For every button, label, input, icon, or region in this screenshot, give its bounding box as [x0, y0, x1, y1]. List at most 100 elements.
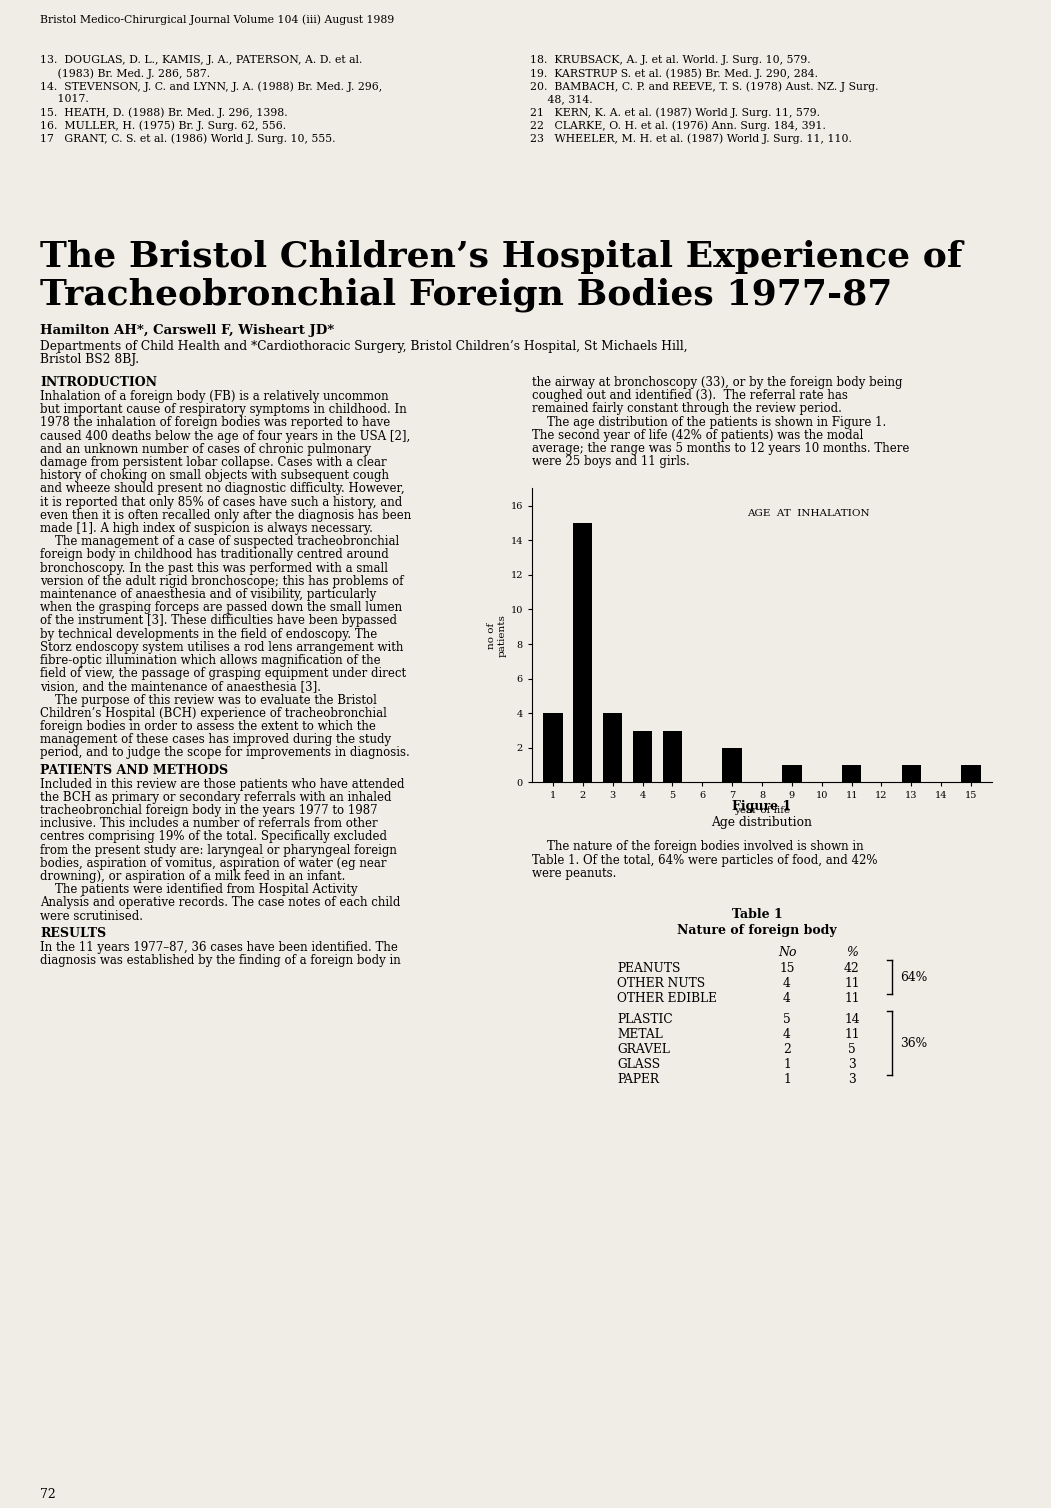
- Text: 1: 1: [783, 1074, 790, 1086]
- Text: vision, and the maintenance of anaesthesia [3].: vision, and the maintenance of anaesthes…: [40, 680, 321, 694]
- Text: INTRODUCTION: INTRODUCTION: [40, 375, 157, 389]
- Text: 18.  KRUBSACK, A. J. et al. World. J. Surg. 10, 579.: 18. KRUBSACK, A. J. et al. World. J. Sur…: [530, 54, 810, 65]
- Text: Tracheobronchial Foreign Bodies 1977-87: Tracheobronchial Foreign Bodies 1977-87: [40, 277, 892, 312]
- Text: RESULTS: RESULTS: [40, 927, 106, 939]
- X-axis label: year of life: year of life: [734, 807, 790, 814]
- Text: were 25 boys and 11 girls.: were 25 boys and 11 girls.: [532, 455, 689, 467]
- Text: 15.  HEATH, D. (1988) Br. Med. J. 296, 1398.: 15. HEATH, D. (1988) Br. Med. J. 296, 13…: [40, 107, 288, 118]
- Bar: [573, 523, 593, 783]
- Text: 4: 4: [783, 992, 791, 1004]
- Text: were scrutinised.: were scrutinised.: [40, 909, 143, 923]
- Text: 19.  KARSTRUP S. et al. (1985) Br. Med. J. 290, 284.: 19. KARSTRUP S. et al. (1985) Br. Med. J…: [530, 68, 818, 78]
- Text: 14: 14: [844, 1013, 860, 1025]
- Text: 5: 5: [848, 1044, 856, 1056]
- Text: The patients were identified from Hospital Activity: The patients were identified from Hospit…: [40, 884, 357, 896]
- Text: 4: 4: [783, 1028, 791, 1041]
- Text: The second year of life (42% of patients) was the modal: The second year of life (42% of patients…: [532, 428, 863, 442]
- Text: Inhalation of a foreign body (FB) is a relatively uncommon: Inhalation of a foreign body (FB) is a r…: [40, 391, 389, 403]
- Text: management of these cases has improved during the study: management of these cases has improved d…: [40, 733, 391, 746]
- Text: centres comprising 19% of the total. Specifically excluded: centres comprising 19% of the total. Spe…: [40, 831, 387, 843]
- Text: and wheeze should present no diagnostic difficulty. However,: and wheeze should present no diagnostic …: [40, 483, 405, 496]
- Text: inclusive. This includes a number of referrals from other: inclusive. This includes a number of ref…: [40, 817, 377, 831]
- Text: 17   GRANT, C. S. et al. (1986) World J. Surg. 10, 555.: 17 GRANT, C. S. et al. (1986) World J. S…: [40, 133, 335, 143]
- Text: tracheobronchial foreign body in the years 1977 to 1987: tracheobronchial foreign body in the yea…: [40, 804, 377, 817]
- Text: 2: 2: [783, 1044, 791, 1056]
- Text: 13.  DOUGLAS, D. L., KAMIS, J. A., PATERSON, A. D. et al.: 13. DOUGLAS, D. L., KAMIS, J. A., PATERS…: [40, 54, 363, 65]
- Text: Analysis and operative records. The case notes of each child: Analysis and operative records. The case…: [40, 896, 400, 909]
- Text: average; the range was 5 months to 12 years 10 months. There: average; the range was 5 months to 12 ye…: [532, 442, 909, 455]
- Text: 48, 314.: 48, 314.: [530, 93, 593, 104]
- Text: 21   KERN, K. A. et al. (1987) World J. Surg. 11, 579.: 21 KERN, K. A. et al. (1987) World J. Su…: [530, 107, 820, 118]
- Text: 4: 4: [783, 977, 791, 991]
- Text: even then it is often recalled only after the diagnosis has been: even then it is often recalled only afte…: [40, 508, 411, 522]
- Text: 3: 3: [848, 1074, 856, 1086]
- Bar: [842, 765, 862, 783]
- Text: Hamilton AH*, Carswell F, Wisheart JD*: Hamilton AH*, Carswell F, Wisheart JD*: [40, 324, 334, 336]
- Bar: [663, 730, 682, 783]
- Bar: [902, 765, 921, 783]
- Text: 11: 11: [844, 1028, 860, 1041]
- Text: foreign body in childhood has traditionally centred around: foreign body in childhood has traditiona…: [40, 549, 389, 561]
- Text: 3: 3: [848, 1059, 856, 1071]
- Text: METAL: METAL: [617, 1028, 663, 1041]
- Text: Storz endoscopy system utilises a rod lens arrangement with: Storz endoscopy system utilises a rod le…: [40, 641, 404, 654]
- Text: the airway at bronchoscopy (33), or by the foreign body being: the airway at bronchoscopy (33), or by t…: [532, 375, 903, 389]
- Text: %: %: [846, 946, 858, 959]
- Text: history of choking on small objects with subsequent cough: history of choking on small objects with…: [40, 469, 389, 483]
- Bar: [782, 765, 802, 783]
- Text: 42: 42: [844, 962, 860, 976]
- Text: but important cause of respiratory symptoms in childhood. In: but important cause of respiratory sympt…: [40, 403, 407, 416]
- Y-axis label: no of
patients: no of patients: [487, 614, 507, 657]
- Text: No: No: [778, 946, 797, 959]
- Text: coughed out and identified (3).  The referral rate has: coughed out and identified (3). The refe…: [532, 389, 848, 403]
- Text: 20.  BAMBACH, C. P. and REEVE, T. S. (1978) Aust. NZ. J Surg.: 20. BAMBACH, C. P. and REEVE, T. S. (197…: [530, 81, 879, 92]
- Text: 1978 the inhalation of foreign bodies was reported to have: 1978 the inhalation of foreign bodies wa…: [40, 416, 390, 430]
- Text: Bristol BS2 8BJ.: Bristol BS2 8BJ.: [40, 353, 139, 366]
- Text: caused 400 deaths below the age of four years in the USA [2],: caused 400 deaths below the age of four …: [40, 430, 410, 443]
- Text: PAPER: PAPER: [617, 1074, 659, 1086]
- Bar: [722, 748, 742, 783]
- Text: fibre-optic illumination which allows magnification of the: fibre-optic illumination which allows ma…: [40, 654, 380, 667]
- Text: and an unknown number of cases of chronic pulmonary: and an unknown number of cases of chroni…: [40, 443, 371, 455]
- Text: The Bristol Children’s Hospital Experience of: The Bristol Children’s Hospital Experien…: [40, 240, 963, 274]
- Bar: [543, 713, 562, 783]
- Text: 5: 5: [783, 1013, 790, 1025]
- Text: by technical developments in the field of endoscopy. The: by technical developments in the field o…: [40, 627, 377, 641]
- Text: damage from persistent lobar collapse. Cases with a clear: damage from persistent lobar collapse. C…: [40, 455, 387, 469]
- Text: The nature of the foreign bodies involved is shown in: The nature of the foreign bodies involve…: [532, 840, 864, 854]
- Text: 14.  STEVENSON, J. C. and LYNN, J. A. (1988) Br. Med. J. 296,: 14. STEVENSON, J. C. and LYNN, J. A. (19…: [40, 81, 383, 92]
- Bar: [962, 765, 981, 783]
- Text: 64%: 64%: [900, 971, 927, 983]
- Text: the BCH as primary or secondary referrals with an inhaled: the BCH as primary or secondary referral…: [40, 790, 392, 804]
- Text: 11: 11: [844, 992, 860, 1004]
- Text: 11: 11: [844, 977, 860, 991]
- Text: PLASTIC: PLASTIC: [617, 1013, 673, 1025]
- Text: 1: 1: [783, 1059, 790, 1071]
- Text: The purpose of this review was to evaluate the Bristol: The purpose of this review was to evalua…: [40, 694, 377, 707]
- Text: The age distribution of the patients is shown in Figure 1.: The age distribution of the patients is …: [532, 416, 886, 428]
- Text: diagnosis was established by the finding of a foreign body in: diagnosis was established by the finding…: [40, 955, 400, 967]
- Text: made [1]. A high index of suspicion is always necessary.: made [1]. A high index of suspicion is a…: [40, 522, 373, 535]
- Text: The management of a case of suspected tracheobronchial: The management of a case of suspected tr…: [40, 535, 399, 549]
- Text: 16.  MULLER, H. (1975) Br. J. Surg. 62, 556.: 16. MULLER, H. (1975) Br. J. Surg. 62, 5…: [40, 121, 286, 131]
- Text: from the present study are: laryngeal or pharyngeal foreign: from the present study are: laryngeal or…: [40, 843, 397, 857]
- Text: PEANUTS: PEANUTS: [617, 962, 680, 976]
- Text: AGE  AT  INHALATION: AGE AT INHALATION: [746, 510, 869, 517]
- Text: version of the adult rigid bronchoscope; this has problems of: version of the adult rigid bronchoscope;…: [40, 575, 404, 588]
- Text: period, and to judge the scope for improvements in diagnosis.: period, and to judge the scope for impro…: [40, 746, 410, 760]
- Text: Included in this review are those patients who have attended: Included in this review are those patien…: [40, 778, 405, 790]
- Text: In the 11 years 1977–87, 36 cases have been identified. The: In the 11 years 1977–87, 36 cases have b…: [40, 941, 398, 953]
- Text: Departments of Child Health and *Cardiothoracic Surgery, Bristol Children’s Hosp: Departments of Child Health and *Cardiot…: [40, 339, 687, 353]
- Text: were peanuts.: were peanuts.: [532, 867, 616, 879]
- Text: maintenance of anaesthesia and of visibility, particularly: maintenance of anaesthesia and of visibi…: [40, 588, 376, 602]
- Text: it is reported that only 85% of cases have such a history, and: it is reported that only 85% of cases ha…: [40, 496, 403, 508]
- Text: 23   WHEELER, M. H. et al. (1987) World J. Surg. 11, 110.: 23 WHEELER, M. H. et al. (1987) World J.…: [530, 133, 852, 143]
- Text: 22   CLARKE, O. H. et al. (1976) Ann. Surg. 184, 391.: 22 CLARKE, O. H. et al. (1976) Ann. Surg…: [530, 121, 826, 131]
- Text: GRAVEL: GRAVEL: [617, 1044, 669, 1056]
- Text: remained fairly constant through the review period.: remained fairly constant through the rev…: [532, 403, 842, 415]
- Text: OTHER NUTS: OTHER NUTS: [617, 977, 705, 991]
- Text: bodies, aspiration of vomitus, aspiration of water (eg near: bodies, aspiration of vomitus, aspiratio…: [40, 857, 387, 870]
- Text: drowning), or aspiration of a milk feed in an infant.: drowning), or aspiration of a milk feed …: [40, 870, 346, 884]
- Bar: [603, 713, 622, 783]
- Text: Age distribution: Age distribution: [712, 816, 812, 829]
